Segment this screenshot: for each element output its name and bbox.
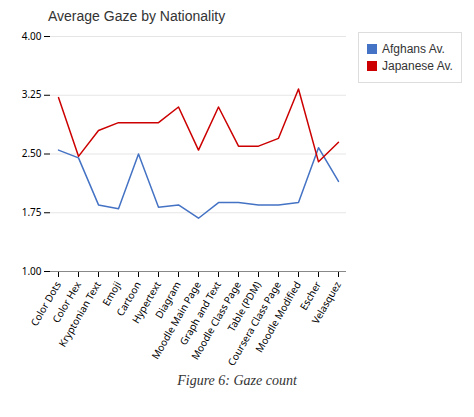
svg-text:Hypertext: Hypertext — [128, 278, 164, 326]
svg-text:Graph and Text: Graph and Text — [176, 278, 224, 348]
svg-text:1.00: 1.00 — [22, 264, 42, 278]
html-text:Figure 6: Gaze count: Figure 6: Gaze count — [177, 373, 297, 388]
svg-text:Velasquez: Velasquez — [308, 278, 344, 326]
svg-text:4.00: 4.00 — [22, 29, 42, 43]
svg-text:Moodle Main Page: Moodle Main Page — [147, 278, 204, 362]
svg-text:Diagram: Diagram — [151, 278, 184, 321]
svg-text:Moodle Class Page: Moodle Class Page — [187, 278, 244, 363]
svg-text:2.50: 2.50 — [22, 146, 42, 160]
html-text:Japanese Av.: Japanese Av. — [382, 59, 453, 73]
svg-text:Escher: Escher — [296, 278, 324, 313]
svg-text:1.75: 1.75 — [22, 205, 42, 219]
svg-text:Table (PDM): Table (PDM) — [223, 278, 264, 334]
svg-text:Color Hex: Color Hex — [48, 278, 84, 326]
svg-text:Emoji: Emoji — [98, 278, 124, 309]
svg-text:Coursera Class Page: Coursera Class Page — [224, 278, 284, 369]
html-text:Afghans Av.: Afghans Av. — [382, 42, 445, 56]
svg-text:Kryptonian Text: Kryptonian Text — [55, 278, 104, 349]
svg-text:Color Dots: Color Dots — [27, 278, 64, 329]
html-text:Average Gaze by Nationality: Average Gaze by Nationality — [48, 8, 226, 24]
svg-text:Cartoon: Cartoon — [112, 278, 144, 319]
svg-text:3.25: 3.25 — [22, 87, 42, 101]
svg-text:Moodle Modified: Moodle Modified — [252, 279, 304, 355]
